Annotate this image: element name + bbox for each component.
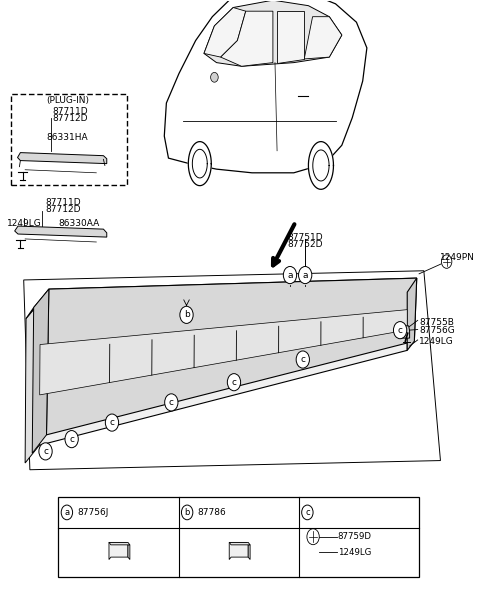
Polygon shape	[229, 542, 250, 545]
Text: 86331HA: 86331HA	[46, 133, 88, 142]
Polygon shape	[229, 542, 248, 560]
Text: c: c	[109, 418, 115, 427]
Polygon shape	[26, 289, 49, 319]
Text: 87755B: 87755B	[419, 318, 454, 327]
Circle shape	[302, 505, 313, 520]
Circle shape	[181, 505, 193, 520]
Polygon shape	[39, 292, 407, 445]
Text: 87712D: 87712D	[52, 114, 88, 124]
Circle shape	[105, 414, 119, 431]
Polygon shape	[204, 7, 246, 57]
Polygon shape	[304, 17, 342, 59]
Text: 87756G: 87756G	[419, 327, 455, 335]
Text: c: c	[43, 447, 48, 456]
Circle shape	[283, 266, 297, 284]
Text: a: a	[302, 271, 308, 280]
Circle shape	[65, 430, 78, 448]
Text: 1249PN: 1249PN	[440, 253, 475, 262]
Polygon shape	[40, 309, 407, 395]
Circle shape	[394, 322, 407, 339]
Text: 87711D: 87711D	[45, 197, 81, 207]
Text: a: a	[287, 271, 293, 280]
Text: b: b	[184, 508, 190, 517]
Text: 87756J: 87756J	[77, 508, 108, 517]
Polygon shape	[40, 278, 417, 301]
Polygon shape	[109, 542, 130, 545]
Circle shape	[296, 351, 310, 368]
Polygon shape	[399, 326, 409, 338]
Text: 1249LG: 1249LG	[338, 547, 371, 557]
FancyBboxPatch shape	[59, 498, 419, 577]
Text: 87786: 87786	[198, 508, 227, 517]
Text: c: c	[69, 435, 74, 443]
Text: a: a	[64, 508, 70, 517]
Polygon shape	[204, 0, 342, 66]
Polygon shape	[248, 545, 250, 560]
Polygon shape	[188, 141, 211, 186]
Circle shape	[61, 505, 72, 520]
Polygon shape	[407, 278, 417, 351]
Polygon shape	[164, 0, 367, 173]
Text: 87712D: 87712D	[45, 205, 81, 214]
Circle shape	[299, 266, 312, 284]
Text: (PLUG-IN): (PLUG-IN)	[47, 96, 89, 105]
Circle shape	[39, 443, 52, 460]
Circle shape	[211, 73, 218, 82]
Text: 87751D: 87751D	[288, 232, 323, 242]
Polygon shape	[221, 11, 273, 66]
Text: c: c	[231, 378, 237, 387]
Polygon shape	[25, 301, 40, 463]
Circle shape	[165, 394, 178, 411]
Text: c: c	[397, 326, 403, 335]
Text: 87711D: 87711D	[52, 107, 88, 116]
Polygon shape	[277, 11, 304, 63]
Text: b: b	[184, 311, 190, 319]
Polygon shape	[18, 153, 107, 164]
Circle shape	[228, 374, 240, 391]
Text: c: c	[305, 508, 310, 517]
Polygon shape	[109, 542, 128, 560]
Polygon shape	[32, 289, 49, 453]
FancyBboxPatch shape	[11, 95, 127, 185]
Text: c: c	[300, 355, 305, 364]
Polygon shape	[47, 278, 417, 435]
Text: 86330AA: 86330AA	[58, 218, 99, 228]
Text: 1249LG: 1249LG	[419, 337, 454, 346]
Text: 1249LG: 1249LG	[7, 218, 42, 228]
Text: c: c	[169, 398, 174, 407]
Text: 87759D: 87759D	[338, 532, 372, 541]
Circle shape	[180, 306, 193, 323]
Polygon shape	[15, 226, 107, 237]
Polygon shape	[309, 141, 334, 189]
Text: 87752D: 87752D	[288, 240, 323, 249]
Polygon shape	[128, 545, 130, 560]
